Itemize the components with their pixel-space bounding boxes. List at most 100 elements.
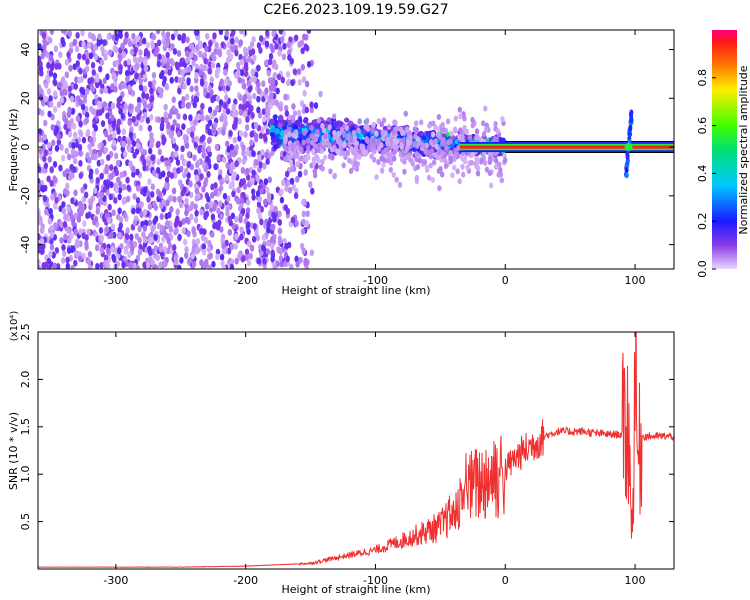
halo-cell [371,121,376,128]
noise-cell [167,211,172,219]
noise-cell [252,75,258,83]
noise-cell [159,213,164,220]
noise-cell [249,244,255,252]
noise-cell [121,128,127,136]
noise-cell [149,131,154,139]
noise-cell [250,188,256,196]
noise-cell [256,95,261,103]
noise-cell [91,34,97,42]
noise-cell [123,247,129,255]
noise-cell [185,57,190,64]
noise-cell [245,167,250,175]
noise-cell [180,69,186,77]
noise-cell [143,85,148,93]
halo-cell [341,162,346,169]
noise-cell [117,231,122,239]
halo-cell [332,173,337,180]
noise-cell [266,226,271,234]
halo-cell [474,155,479,162]
noise-cell [150,191,155,198]
noise-cell [42,133,48,141]
noise-cell [261,80,266,88]
snr-series-line [38,332,674,568]
noise-cell [240,207,246,215]
noise-cell [92,187,98,195]
noise-cell [151,71,157,79]
halo-cell [325,140,330,147]
noise-cell [70,197,75,205]
halo-cell [353,155,358,162]
noise-cell [84,111,90,119]
noise-cell [106,216,112,224]
noise-cell [227,80,232,88]
noise-cell [71,142,76,149]
noise-cell [229,243,235,251]
noise-cell [204,258,209,266]
noise-cell [176,112,181,120]
noise-cell [266,192,272,200]
noise-cell [194,246,200,254]
halo-cell [408,134,413,141]
noise-cell [72,131,78,139]
noise-cell [266,239,271,247]
halo-cell [330,146,335,153]
noise-cell [156,60,162,68]
noise-cell [291,183,296,191]
noise-cell [177,77,183,84]
noise-cell [302,89,307,97]
noise-cell [63,214,68,221]
halo-cell [386,124,392,131]
noise-cell [59,96,65,104]
noise-cell [142,224,148,232]
noise-cell [90,61,96,69]
noise-cell [59,237,64,244]
halo-cell [455,168,460,175]
noise-cell [155,30,161,35]
noise-cell [138,84,144,91]
noise-cell [265,186,270,194]
noise-cell [138,38,144,46]
noise-cell [94,244,100,252]
noise-cell [72,63,77,71]
noise-cell [80,186,85,194]
noise-cell [257,195,263,203]
noise-cell [224,30,230,37]
noise-cell [95,81,100,89]
noise-cell [301,218,306,226]
noise-cell [46,257,52,265]
noise-cell [56,101,62,108]
noise-cell [165,62,170,70]
noise-cell [176,167,181,175]
noise-cell [241,149,246,157]
noise-cell [182,186,187,194]
noise-cell [225,107,231,115]
echo-cell [425,130,431,137]
halo-cell [414,151,419,158]
noise-cell [237,251,243,259]
x-tick-label: 100 [625,574,646,587]
halo-cell [460,134,465,141]
y-tick-label: -40 [19,236,32,254]
halo-cell [402,158,407,165]
halo-cell [349,137,354,144]
noise-cell [256,87,262,95]
noise-cell [152,169,157,177]
noise-cell [43,119,48,127]
noise-cell [150,183,155,191]
noise-cell [244,248,250,256]
noise-cell [177,87,182,95]
noise-cell [191,59,196,67]
noise-cell [212,121,218,129]
noise-cell [243,61,249,69]
noise-cell [45,51,50,59]
noise-cell [224,94,229,101]
halo-cell [380,129,385,136]
noise-cell [157,53,162,61]
noise-cell [46,175,51,183]
halo-cell [415,163,421,170]
noise-cell [49,100,54,108]
noise-cell [188,114,193,122]
colorbar-tick-label: 0.8 [696,69,709,87]
halo-cell [453,115,459,122]
noise-cell [108,164,114,171]
